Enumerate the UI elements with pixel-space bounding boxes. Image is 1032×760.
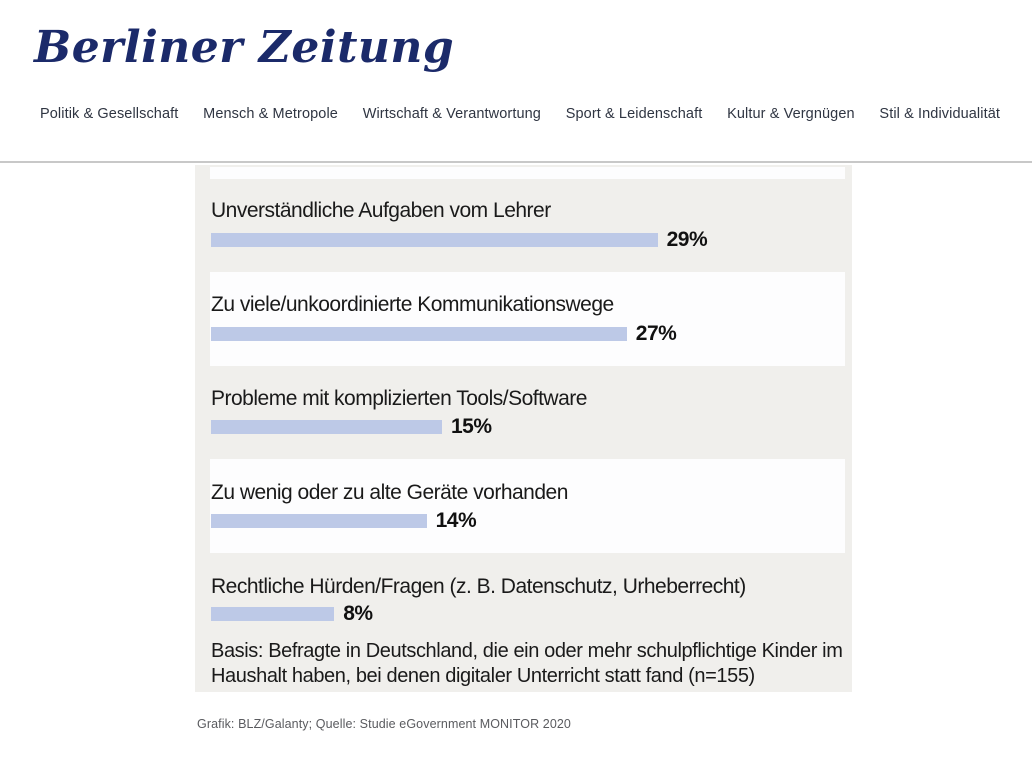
nav-item-wirtschaft-verantwortung[interactable]: Wirtschaft & Verantwortung — [362, 106, 541, 122]
nav-item-stil-individualitaet[interactable]: Stil & Individualität — [879, 106, 1000, 122]
chart-value-label: 14% — [435, 509, 477, 532]
chart-value-label: 27% — [635, 322, 677, 345]
chart-value-label: 8% — [343, 602, 373, 625]
nav-item-kultur-vergnuegen[interactable]: Kultur & Vergnügen — [727, 106, 855, 122]
main-nav: Politik & Gesellschaft Mensch & Metropol… — [40, 106, 1000, 122]
chart-bar — [211, 233, 658, 247]
nav-item-sport-leidenschaft[interactable]: Sport & Leidenschaft — [565, 106, 703, 122]
chart-bar — [211, 420, 442, 434]
chart-stripe-row2 — [210, 272, 845, 366]
chart-value-label: 15% — [451, 415, 492, 438]
chart-image: Unverständliche Aufgaben vom Lehrer 29% … — [195, 165, 852, 692]
chart-bar-row: 14% — [211, 509, 477, 533]
chart-basis-note: Basis: Befragte in Deutschland, die ein … — [211, 640, 843, 687]
chart-bar — [211, 514, 427, 528]
chart-bar-row: 8% — [211, 602, 373, 626]
chart-bar-row: 27% — [211, 322, 677, 346]
chart-stripe-partial — [210, 167, 845, 179]
brand-logo[interactable]: Berliner Zeitung — [34, 22, 455, 73]
chart-bar — [211, 607, 335, 621]
chart-bar-row: 15% — [211, 415, 492, 439]
chart-category-label: Rechtliche Hürden/Fragen (z. B. Datensch… — [211, 575, 746, 598]
chart-value-label: 29% — [666, 228, 708, 251]
article-body: Unverständliche Aufgaben vom Lehrer 29% … — [0, 165, 1032, 760]
chart-category-label: Zu wenig oder zu alte Geräte vorhanden — [211, 481, 568, 504]
chart-category-label: Unverständliche Aufgaben vom Lehrer — [211, 199, 551, 222]
chart-category-label: Probleme mit komplizierten Tools/Softwar… — [211, 387, 587, 410]
nav-item-politik-gesellschaft[interactable]: Politik & Gesellschaft — [40, 106, 179, 122]
chart-bar — [211, 327, 627, 341]
chart-stripe-row4 — [210, 459, 845, 553]
nav-item-mensch-metropole[interactable]: Mensch & Metropole — [203, 106, 338, 122]
chart-bar-row: 29% — [211, 228, 708, 252]
chart-category-label: Zu viele/unkoordinierte Kommunikationswe… — [211, 293, 614, 316]
chart-source-caption: Grafik: BLZ/Galanty; Quelle: Studie eGov… — [197, 717, 571, 731]
site-header: Berliner Zeitung Politik & Gesellschaft … — [0, 0, 1032, 163]
